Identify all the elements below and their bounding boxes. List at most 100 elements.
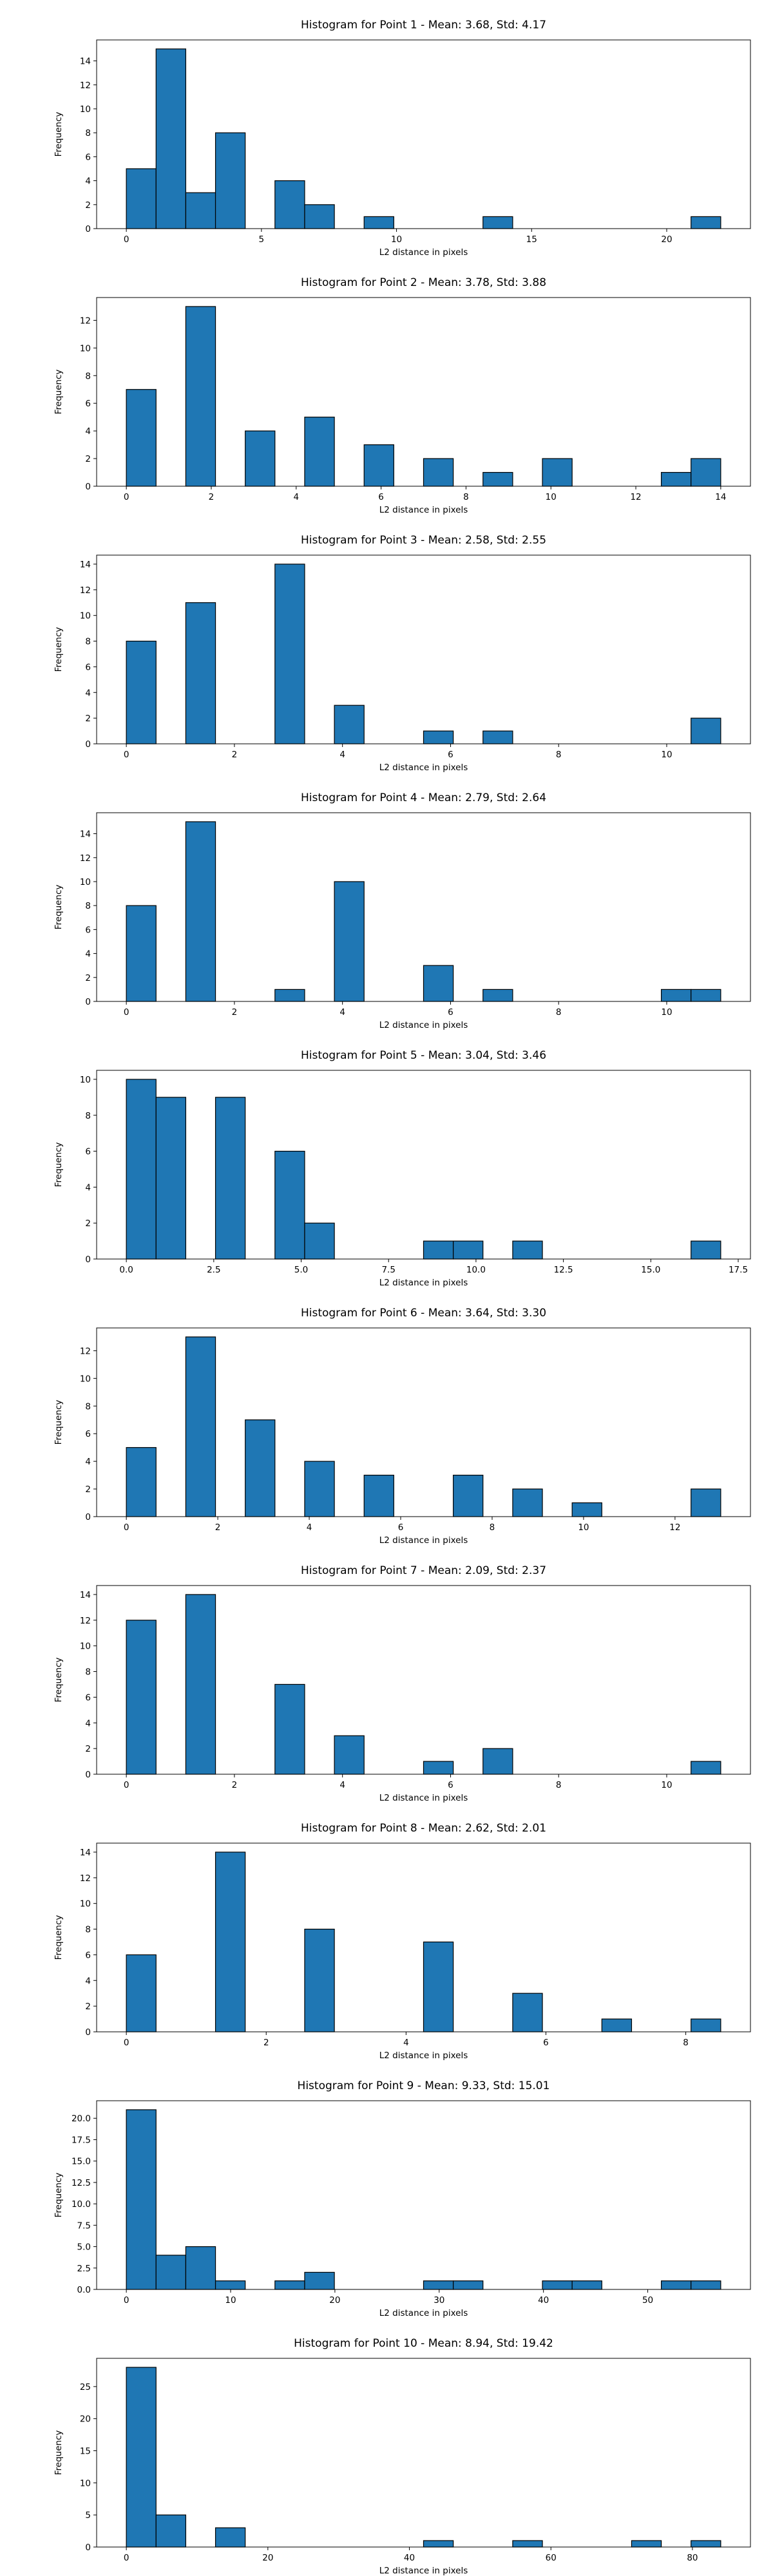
y-tick-label: 4: [85, 949, 91, 960]
x-tick-label: 2: [232, 1780, 238, 1790]
histogram-bar: [453, 2280, 484, 2290]
histogram-bar: [304, 1461, 335, 1517]
histogram-bar: [482, 730, 513, 744]
histogram-bar: [274, 989, 305, 1002]
histogram-bar: [215, 2527, 246, 2548]
y-tick-label: 2: [85, 1744, 91, 1754]
y-tick-label: 6: [85, 399, 91, 409]
histogram-point-3: Histogram for Point 3 - Mean: 2.58, Std:…: [53, 534, 751, 773]
histogram-bar: [631, 2540, 662, 2548]
histogram-bar: [542, 2280, 573, 2290]
y-tick-label: 0: [85, 1770, 91, 1780]
histogram-bar: [423, 458, 454, 487]
x-tick-label: 8: [556, 1780, 562, 1790]
chart-title: Histogram for Point 1 - Mean: 3.68, Std:…: [301, 19, 546, 32]
histogram-bar: [423, 1941, 454, 2032]
x-tick-label: 4: [293, 492, 299, 502]
x-tick-label: 10: [391, 234, 402, 245]
histogram-bar: [660, 2280, 692, 2290]
x-tick-label: 2: [209, 492, 215, 502]
histogram-bar: [185, 306, 216, 487]
histogram-bar: [155, 1097, 187, 1260]
y-tick-label: 10: [80, 1374, 91, 1384]
histogram-point-7: Histogram for Point 7 - Mean: 2.09, Std:…: [53, 1564, 751, 1803]
histogram-point-8: Histogram for Point 8 - Mean: 2.62, Std:…: [53, 1822, 751, 2061]
y-tick-label: 2.5: [77, 2264, 91, 2274]
x-axis-label: L2 distance in pixels: [379, 1793, 468, 1803]
y-tick-label: 0: [85, 1512, 91, 1522]
histogram-point-6: Histogram for Point 6 - Mean: 3.64, Std:…: [53, 1307, 751, 1546]
x-axis-label: L2 distance in pixels: [379, 1535, 468, 1546]
y-tick-label: 0: [85, 482, 91, 492]
y-tick-label: 6: [85, 925, 91, 935]
y-tick-label: 0: [85, 2543, 91, 2553]
y-tick-label: 14: [80, 1848, 91, 1858]
histogram-bar: [274, 564, 305, 744]
histogram-bar: [423, 2280, 454, 2290]
y-axis-label: Frequency: [53, 2173, 64, 2218]
x-tick-label: 4: [339, 750, 345, 760]
histogram-bar: [304, 417, 335, 487]
y-tick-label: 14: [80, 829, 91, 840]
y-tick-label: 12: [80, 1616, 91, 1626]
histogram-bar: [363, 444, 394, 487]
x-tick-label: 17.5: [729, 1265, 748, 1275]
x-axis-label: L2 distance in pixels: [379, 2566, 468, 2576]
histogram-bar: [185, 1594, 216, 1775]
bars: [126, 1594, 721, 1775]
x-tick-label: 2.5: [207, 1265, 220, 1275]
y-axis-label: Frequency: [53, 1658, 64, 1703]
plot-frame: [96, 2358, 751, 2548]
x-tick-label: 0: [124, 1780, 129, 1790]
chart-title: Histogram for Point 5 - Mean: 3.04, Std:…: [301, 1049, 546, 1062]
histogram-bar: [215, 2280, 246, 2290]
x-tick-label: 8: [556, 750, 562, 760]
plot-frame: [96, 1327, 751, 1517]
y-tick-label: 8: [85, 1667, 91, 1678]
x-tick-label: 4: [339, 1007, 345, 1018]
y-tick-label: 25: [80, 2382, 91, 2392]
histogram-bar: [512, 1488, 543, 1517]
histogram-bar: [691, 2018, 721, 2032]
y-tick-label: 2: [85, 2002, 91, 2012]
y-tick-label: 4: [85, 1457, 91, 1467]
histogram-bar: [423, 730, 454, 744]
x-axis-label: L2 distance in pixels: [379, 762, 468, 773]
x-tick-label: 12: [630, 492, 641, 502]
histogram-bar: [512, 1240, 543, 1260]
y-tick-label: 12: [80, 316, 91, 326]
histogram-bar: [185, 1336, 216, 1517]
histogram-bar: [126, 389, 157, 487]
plot-frame: [96, 1842, 751, 2032]
histogram-bar: [215, 1097, 246, 1260]
plot-frame: [96, 39, 751, 229]
histogram-bar: [363, 216, 394, 229]
y-tick-label: 0: [85, 1255, 91, 1265]
y-tick-label: 20: [80, 2414, 91, 2425]
histogram-bar: [334, 881, 365, 1002]
histogram-point-4: Histogram for Point 4 - Mean: 2.79, Std:…: [53, 791, 751, 1030]
bars: [126, 1336, 721, 1517]
histogram-bar: [601, 2018, 633, 2032]
histogram-bar: [304, 1928, 335, 2032]
histogram-bar: [363, 1475, 394, 1517]
x-tick-label: 10: [225, 2295, 236, 2306]
chart-title: Histogram for Point 4 - Mean: 2.79, Std:…: [301, 791, 546, 804]
y-tick-label: 10: [80, 104, 91, 115]
bars: [126, 2109, 721, 2290]
y-tick-label: 8: [85, 637, 91, 647]
y-tick-label: 4: [85, 1718, 91, 1728]
x-tick-label: 0: [124, 2553, 129, 2563]
x-axis-label: L2 distance in pixels: [379, 1020, 468, 1030]
y-axis-label: Frequency: [53, 885, 64, 930]
histogram-bar: [304, 2271, 335, 2290]
y-tick-label: 14: [80, 1590, 91, 1600]
y-tick-label: 10: [80, 1642, 91, 1652]
histogram-bar: [126, 905, 157, 1002]
histogram-bar: [126, 1954, 157, 2032]
x-tick-label: 40: [538, 2295, 549, 2306]
y-tick-label: 4: [85, 426, 91, 437]
x-tick-label: 0: [124, 1522, 129, 1533]
x-tick-label: 14: [715, 492, 726, 502]
histogram-bar: [691, 1240, 721, 1260]
